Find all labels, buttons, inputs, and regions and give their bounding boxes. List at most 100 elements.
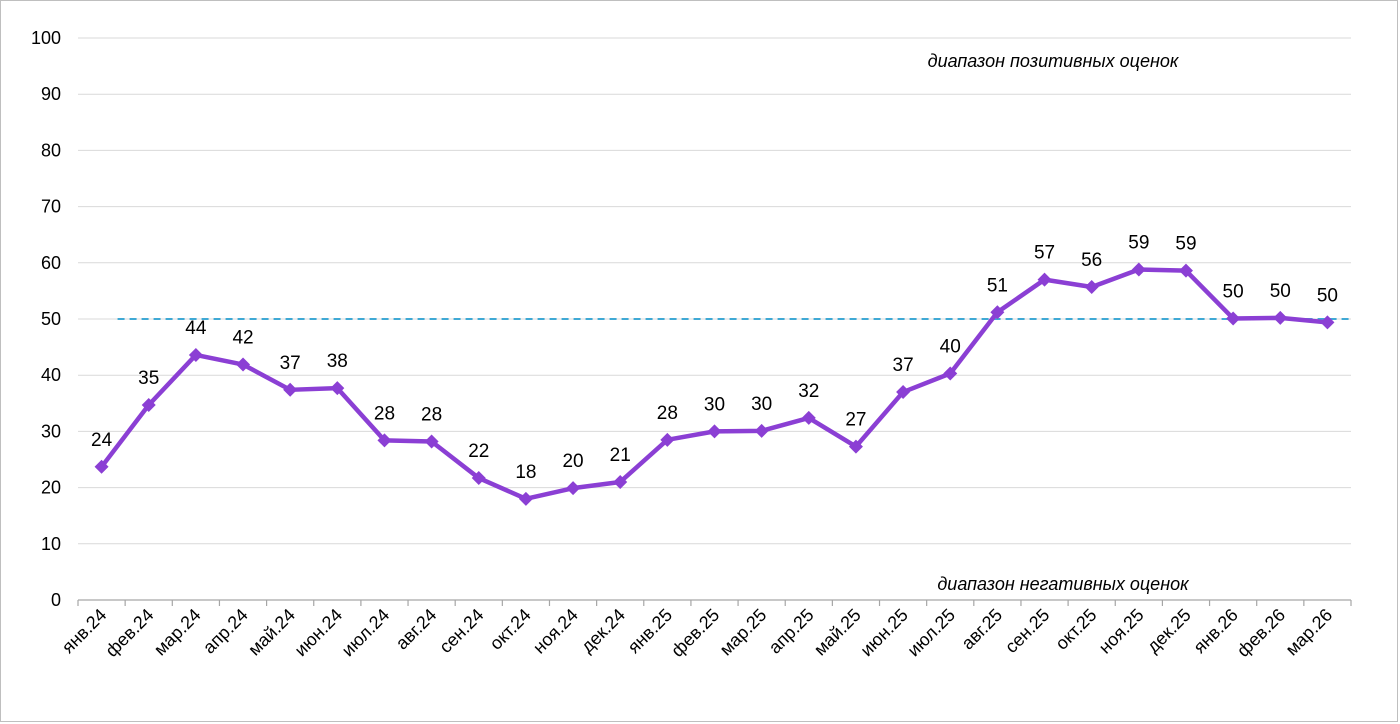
x-tick-label: дек.24 <box>577 605 629 657</box>
data-label: 28 <box>374 403 395 424</box>
data-point-marker <box>1178 263 1193 278</box>
x-tick-label: июл.25 <box>903 605 959 661</box>
annotations: диапазон позитивных оценок диапазон нега… <box>928 51 1190 594</box>
data-point-marker <box>283 382 298 397</box>
y-tick-label: 0 <box>51 590 61 610</box>
data-label: 20 <box>562 451 583 472</box>
series-line <box>94 262 1335 506</box>
y-tick-label: 30 <box>41 421 61 441</box>
x-tick-label: июн.25 <box>856 605 912 661</box>
data-point-marker <box>236 357 251 372</box>
y-tick-label: 70 <box>41 197 61 217</box>
data-point-marker <box>754 423 769 438</box>
data-point-marker <box>1037 272 1052 287</box>
data-label: 40 <box>940 337 961 358</box>
data-label: 57 <box>1034 243 1055 264</box>
data-label: 50 <box>1270 281 1291 302</box>
data-label: 32 <box>798 381 819 402</box>
x-tick-label: окт.24 <box>486 605 535 654</box>
y-tick-label: 60 <box>41 253 61 273</box>
y-tick-label: 100 <box>31 28 61 48</box>
data-point-marker <box>1131 262 1146 277</box>
data-label: 30 <box>704 394 725 415</box>
data-point-marker <box>188 347 203 362</box>
data-label: 30 <box>751 394 772 415</box>
data-point-marker <box>896 385 911 400</box>
data-point-marker <box>94 459 109 474</box>
data-point-marker <box>613 474 628 489</box>
annotation-negative: диапазон негативных оценок <box>937 574 1190 594</box>
x-tick-label: авг.24 <box>392 605 441 654</box>
x-tick-label: май.24 <box>244 605 299 660</box>
y-tick-label: 80 <box>41 140 61 160</box>
data-label: 35 <box>138 368 159 389</box>
annotation-positive: диапазон позитивных оценок <box>928 51 1180 71</box>
x-tick-label: июн.24 <box>291 605 347 661</box>
x-tick-label: апр.25 <box>765 605 818 658</box>
data-point-marker <box>377 433 392 448</box>
x-tick-label: мар.26 <box>1282 605 1337 660</box>
data-label: 27 <box>845 410 866 431</box>
x-tick-label: янв.24 <box>58 605 111 658</box>
data-label: 51 <box>987 275 1008 296</box>
x-tick-label: дек.25 <box>1143 605 1195 657</box>
data-label: 56 <box>1081 250 1102 271</box>
y-tick-label: 10 <box>41 534 61 554</box>
data-label: 42 <box>232 328 253 349</box>
data-label: 50 <box>1223 281 1244 302</box>
x-tick-label: янв.26 <box>1189 605 1242 658</box>
x-axis: янв.24фев.24мар.24апр.24май.24июн.24июл.… <box>58 599 1352 661</box>
data-point-marker <box>424 434 439 449</box>
data-label: 28 <box>421 405 442 426</box>
data-label: 44 <box>185 318 207 339</box>
y-tick-label: 40 <box>41 365 61 385</box>
data-label: 28 <box>657 403 678 424</box>
x-tick-label: сен.25 <box>1001 605 1053 657</box>
x-tick-label: окт.25 <box>1051 605 1100 654</box>
data-point-marker <box>1084 279 1099 294</box>
x-tick-label: июл.24 <box>338 605 394 661</box>
data-label: 37 <box>893 355 914 376</box>
data-point-marker <box>848 439 863 454</box>
gridlines <box>78 37 1351 545</box>
data-point-marker <box>1226 311 1241 326</box>
data-point-marker <box>330 381 345 396</box>
data-point-marker <box>1320 315 1335 330</box>
data-label: 38 <box>327 351 348 372</box>
x-tick-label: мар.25 <box>716 605 771 660</box>
data-label: 18 <box>515 462 536 483</box>
data-label: 21 <box>610 445 631 466</box>
data-point-marker <box>801 410 816 425</box>
y-tick-label: 90 <box>41 84 61 104</box>
data-label: 24 <box>91 430 113 451</box>
y-tick-label: 20 <box>41 478 61 498</box>
data-point-marker <box>707 424 722 439</box>
series-line-path <box>99 267 1328 502</box>
data-label: 59 <box>1128 233 1149 254</box>
data-point-marker <box>990 305 1005 320</box>
data-point-marker <box>471 471 486 486</box>
x-tick-label: фев.26 <box>1233 605 1289 661</box>
y-tick-label: 50 <box>41 309 61 329</box>
data-point-marker <box>943 366 958 381</box>
data-point-marker <box>660 432 675 447</box>
x-tick-label: фев.25 <box>667 605 723 661</box>
data-label: 37 <box>280 353 301 374</box>
data-label: 59 <box>1175 234 1196 255</box>
data-labels: 24 35 44 42 37 38 28 28 22 18 20 21 28 30 30 32 27 37 40 51… <box>91 233 1338 483</box>
x-tick-label: фев.24 <box>101 605 157 661</box>
data-point-marker <box>141 397 156 412</box>
x-tick-label: ноя.24 <box>529 605 582 658</box>
data-label: 22 <box>468 441 489 462</box>
x-tick-label: май.25 <box>810 605 865 660</box>
data-point-marker <box>566 481 581 496</box>
x-tick-label: мар.24 <box>150 605 205 660</box>
x-tick-label: сен.24 <box>435 605 487 657</box>
data-label: 50 <box>1317 285 1338 306</box>
x-tick-label: янв.25 <box>624 605 677 658</box>
data-point-marker <box>518 491 533 506</box>
x-tick-label: авг.25 <box>957 605 1006 654</box>
x-tick-label: ноя.25 <box>1095 605 1148 658</box>
